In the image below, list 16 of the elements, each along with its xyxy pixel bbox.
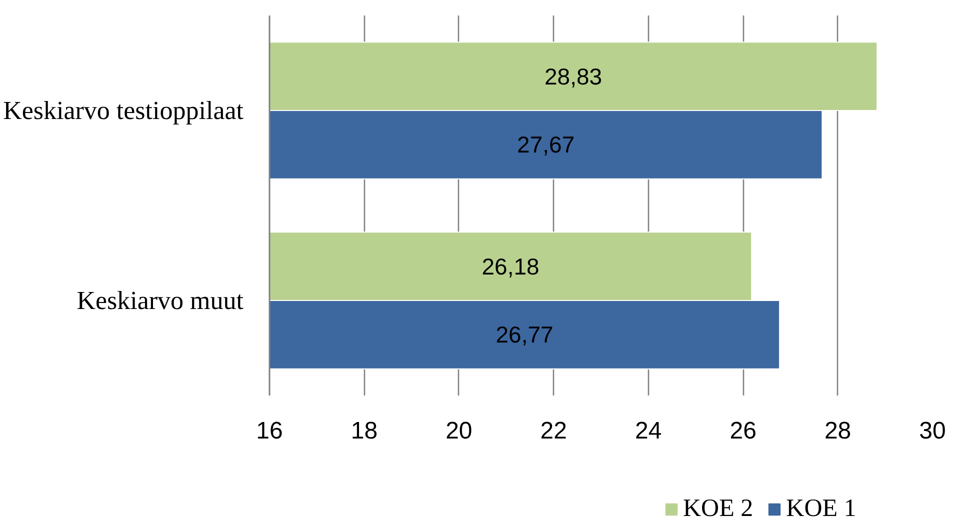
legend-label: KOE 2 [683, 495, 754, 523]
data-label: 28,83 [544, 63, 602, 90]
x-tick-label: 16 [256, 418, 283, 444]
x-tick-label: 28 [824, 418, 852, 444]
legend-label: KOE 1 [786, 495, 856, 523]
x-tick-label: 22 [540, 418, 567, 444]
x-tick-label: 26 [730, 418, 756, 444]
x-tick-label: 30 [919, 418, 946, 444]
y-tick-label: Keskiarvo testioppilaat [3, 96, 244, 125]
x-tick-label: 24 [635, 418, 662, 444]
data-label: 26,77 [496, 322, 554, 348]
y-tick-label: Keskiarvo muut [76, 286, 244, 315]
data-label: 26,18 [482, 253, 540, 280]
x-tick-label: 20 [446, 418, 472, 444]
data-label: 27,67 [517, 132, 575, 158]
x-tick-label: 18 [350, 418, 378, 444]
